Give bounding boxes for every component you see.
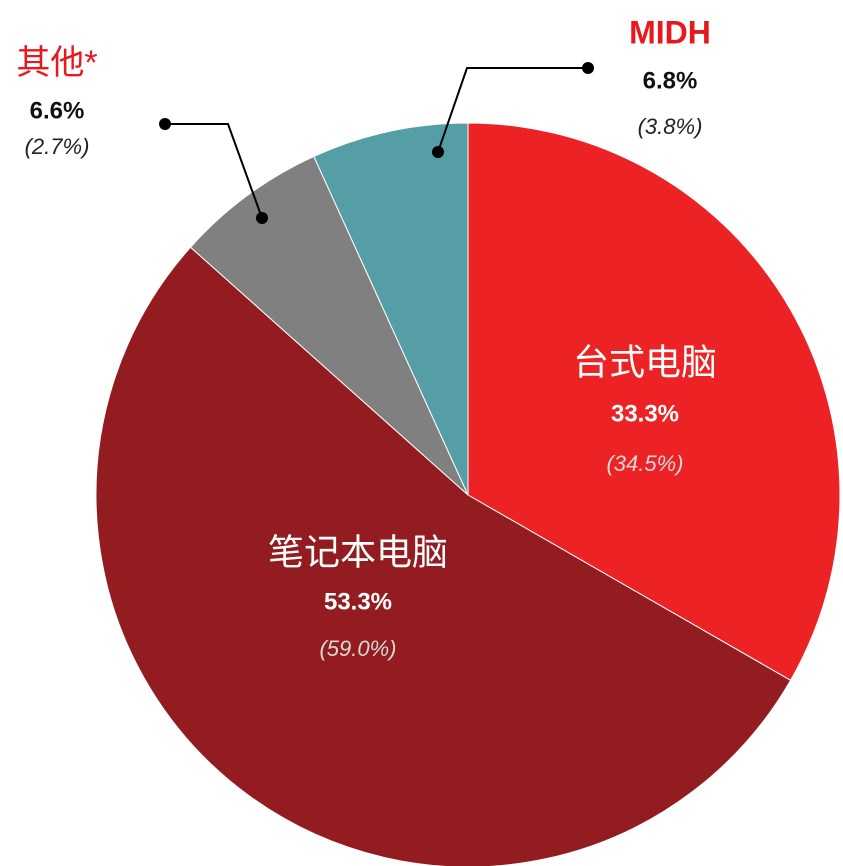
pie-slice [189,155,469,496]
pie-slice [95,246,792,866]
leader-dot [256,212,268,224]
previous-value-label: (34.5%) [606,451,683,476]
category-label: 台式电脑 [573,342,717,383]
leader-dot [159,118,171,130]
category-label: 笔记本电脑 [268,532,448,573]
leader-dot [582,62,594,74]
pie-slice [313,122,469,496]
category-label: MIDH [629,14,711,50]
previous-value-label: (2.7%) [25,134,90,159]
leader-dot [432,146,444,158]
previous-value-label: (59.0%) [319,636,396,661]
category-label: 其他* [16,44,97,82]
leader-line [437,67,588,153]
previous-value-label: (3.8%) [638,114,703,139]
value-label: 53.3% [324,588,392,615]
leader-line [165,123,263,219]
pie-slice [467,122,841,682]
value-label: 6.6% [30,97,85,124]
value-label: 6.8% [643,67,698,94]
value-label: 33.3% [611,400,679,427]
